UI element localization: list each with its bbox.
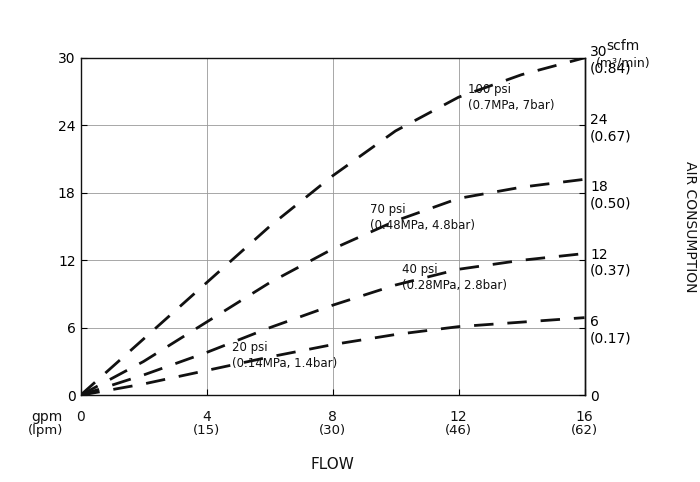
Text: (62): (62): [571, 424, 598, 437]
Text: scfm: scfm: [606, 39, 640, 53]
Text: (m³/min): (m³/min): [596, 57, 650, 70]
Text: (46): (46): [445, 424, 472, 437]
Text: 70 psi
(0.48MPa, 4.8bar): 70 psi (0.48MPa, 4.8bar): [370, 203, 475, 232]
Text: 20 psi
(0.14MPa, 1.4bar): 20 psi (0.14MPa, 1.4bar): [232, 341, 337, 370]
Text: FLOW: FLOW: [311, 457, 354, 472]
Text: 40 psi
(0.28MPa, 2.8bar): 40 psi (0.28MPa, 2.8bar): [402, 263, 507, 292]
Text: 12: 12: [449, 410, 468, 424]
Text: (15): (15): [193, 424, 220, 437]
Text: (30): (30): [319, 424, 346, 437]
Text: (lpm): (lpm): [27, 424, 63, 437]
Text: 0: 0: [76, 410, 85, 424]
Text: AIR CONSUMPTION: AIR CONSUMPTION: [682, 161, 696, 292]
Text: 16: 16: [575, 410, 594, 424]
Text: 8: 8: [328, 410, 337, 424]
Text: 100 psi
(0.7MPa, 7bar): 100 psi (0.7MPa, 7bar): [468, 83, 554, 112]
Text: gpm: gpm: [32, 410, 63, 424]
Text: 4: 4: [202, 410, 211, 424]
